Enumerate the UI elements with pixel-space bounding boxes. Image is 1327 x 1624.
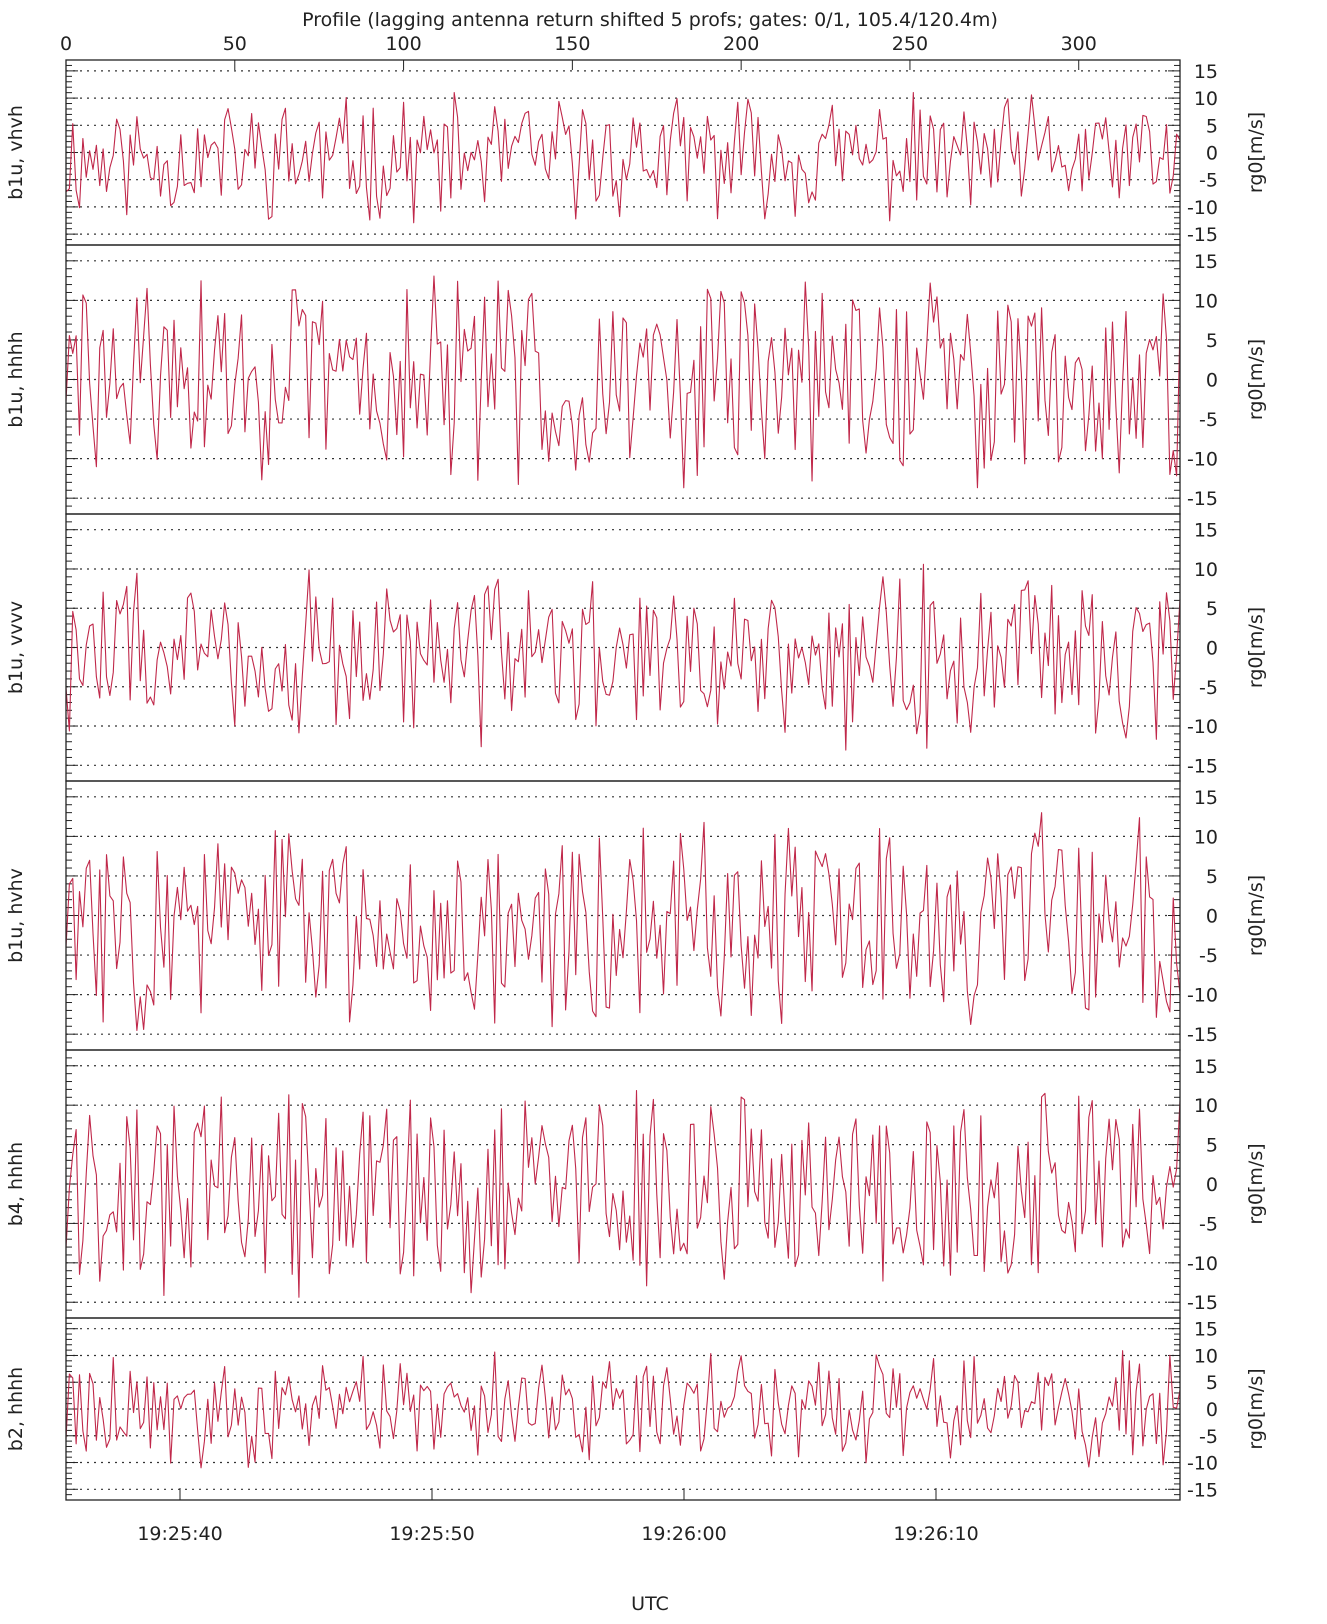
y-tick-label: 0	[1206, 1174, 1218, 1196]
y-axis-label: rg0[m/s]	[1245, 1368, 1267, 1449]
y-tick-label: -5	[1199, 1213, 1218, 1235]
y-tick-label: -5	[1199, 945, 1218, 967]
y-tick-label: -15	[1187, 224, 1218, 246]
bottom-axis: 19:25:40 19:25:50 19:26:00 19:26:10	[137, 1488, 979, 1545]
series-line	[65, 1350, 1181, 1469]
y-tick-label: 15	[1194, 251, 1218, 273]
y-tick-label: -5	[1199, 409, 1218, 431]
y-tick-label: -15	[1187, 1479, 1218, 1501]
top-tick-label: 300	[1061, 33, 1097, 55]
y-tick-label: -5	[1199, 677, 1218, 699]
y-tick-label: -10	[1187, 985, 1218, 1007]
y-tick-label: 10	[1194, 290, 1218, 312]
y-axis-label: rg0[m/s]	[1245, 339, 1267, 420]
x-axis-label: UTC	[631, 1593, 669, 1615]
y-axis-label: rg0[m/s]	[1245, 112, 1267, 193]
y-tick-label: 0	[1206, 370, 1218, 392]
panels: -15 -10 -5 0 5 10 15 rg0[m/s] b1u, vhvh -15 -10 -5 0…	[5, 59, 1267, 1501]
y-tick-label: -15	[1187, 1024, 1218, 1046]
bottom-tick-label: 19:26:00	[641, 1523, 726, 1545]
y-tick-label: -10	[1187, 449, 1218, 471]
y-tick-label: 15	[1194, 1319, 1218, 1341]
y-tick-label: 0	[1206, 143, 1218, 165]
y-tick-label: 10	[1194, 826, 1218, 848]
y-tick-label: 5	[1206, 115, 1218, 137]
panel-label: b1u, hhhh	[5, 331, 27, 427]
y-tick-label: 0	[1206, 638, 1218, 660]
y-axis-label: rg0[m/s]	[1245, 875, 1267, 956]
y-tick-label: 5	[1206, 330, 1218, 352]
y-tick-label: 0	[1206, 1399, 1218, 1421]
series-line	[65, 91, 1181, 224]
panel: -15 -10 -5 0 5 10 15 rg0[m/s] b1u, vhvh	[5, 59, 1267, 246]
top-axis: 0 50 100 150 200 250 300	[60, 33, 1097, 70]
panel-label: b1u, vvvv	[5, 601, 27, 694]
y-tick-label: 15	[1194, 61, 1218, 83]
y-axis-label: rg0[m/s]	[1245, 1143, 1267, 1224]
panel: -15 -10 -5 0 5 10 15 rg0[m/s] b1u, hvhv	[5, 780, 1267, 1051]
y-tick-label: 5	[1206, 1135, 1218, 1157]
y-tick-label: 5	[1206, 598, 1218, 620]
y-tick-label: -10	[1187, 1453, 1218, 1475]
y-tick-label: -5	[1199, 1426, 1218, 1448]
top-tick-label: 150	[554, 33, 590, 55]
bottom-tick-label: 19:25:50	[389, 1523, 474, 1545]
series-line	[65, 812, 1181, 1031]
y-tick-label: -15	[1187, 755, 1218, 777]
panel: -15 -10 -5 0 5 10 15 rg0[m/s] b4, hhhh	[5, 1049, 1267, 1319]
y-tick-label: 5	[1206, 1372, 1218, 1394]
y-axis-label: rg0[m/s]	[1245, 607, 1267, 688]
y-tick-label: 15	[1194, 520, 1218, 542]
y-tick-label: 15	[1194, 787, 1218, 809]
y-tick-label: -10	[1187, 1253, 1218, 1275]
panel-label: b4, hhhh	[5, 1142, 27, 1226]
top-tick-label: 250	[892, 33, 928, 55]
y-tick-label: 10	[1194, 88, 1218, 110]
panel-label: b1u, hvhv	[5, 868, 27, 963]
bottom-tick-label: 19:26:10	[893, 1523, 978, 1545]
y-tick-label: 5	[1206, 866, 1218, 888]
series-line	[65, 275, 1181, 489]
top-tick-label: 200	[723, 33, 759, 55]
series-line	[65, 1090, 1181, 1298]
y-tick-label: -10	[1187, 197, 1218, 219]
y-tick-label: -5	[1199, 170, 1218, 192]
y-tick-label: 10	[1194, 1095, 1218, 1117]
y-tick-label: -10	[1187, 716, 1218, 738]
panel-label: b1u, vhvh	[5, 105, 27, 200]
top-tick-label: 100	[385, 33, 421, 55]
y-tick-label: 0	[1206, 906, 1218, 928]
y-tick-label: -15	[1187, 1292, 1218, 1314]
chart-title: Profile (lagging antenna return shifted …	[302, 9, 998, 31]
panel: -15 -10 -5 0 5 10 15 rg0[m/s] b2, hhhh	[5, 1317, 1267, 1501]
panel: -15 -10 -5 0 5 10 15 rg0[m/s] b1u, vvvv	[5, 513, 1267, 782]
top-tick-label: 50	[223, 33, 247, 55]
series-line	[65, 563, 1181, 751]
y-tick-label: 10	[1194, 1345, 1218, 1367]
panel-label: b2, hhhh	[5, 1367, 27, 1451]
y-tick-label: -15	[1187, 488, 1218, 510]
bottom-tick-label: 19:25:40	[137, 1523, 222, 1545]
y-tick-label: 10	[1194, 559, 1218, 581]
y-tick-label: 15	[1194, 1056, 1218, 1078]
panel: -15 -10 -5 0 5 10 15 rg0[m/s] b1u, hhhh	[5, 244, 1267, 515]
panel-frame	[65, 1317, 1181, 1501]
top-tick-label: 0	[60, 33, 72, 55]
